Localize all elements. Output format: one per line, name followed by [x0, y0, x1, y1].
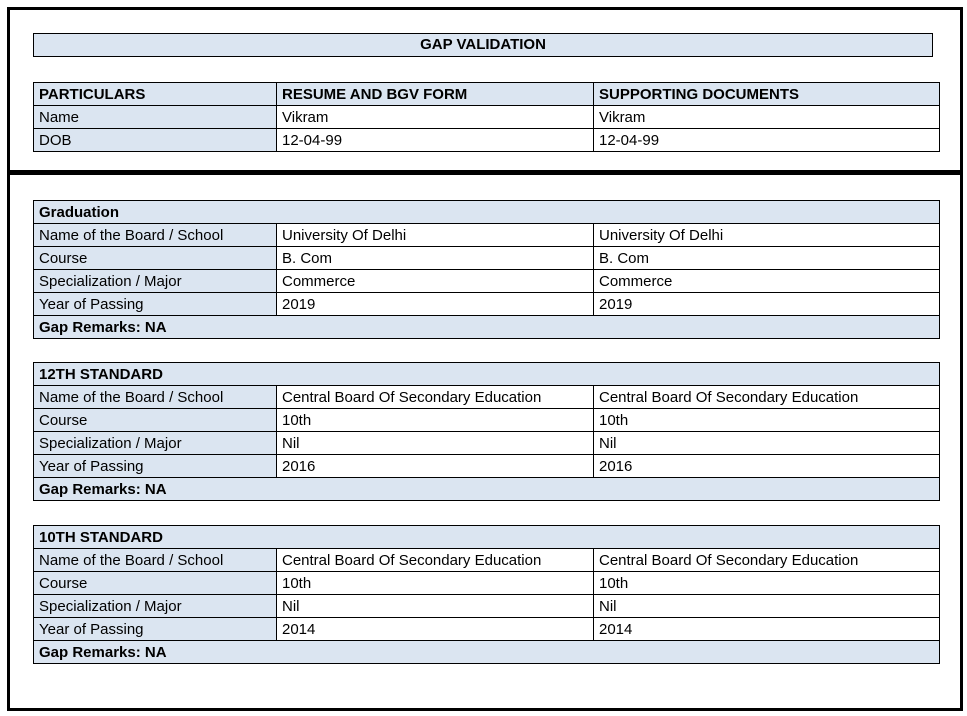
resume-value-cell: 2019	[276, 292, 594, 316]
education-section: Graduation Name of the Board / School Un…	[10, 200, 960, 664]
supporting-value-cell: Central Board Of Secondary Education	[593, 385, 940, 409]
table-row: Year of Passing 2016 2016	[33, 454, 940, 478]
resume-value-cell: Commerce	[276, 269, 594, 293]
resume-value-cell: Central Board Of Secondary Education	[276, 385, 594, 409]
resume-value-cell: 2014	[276, 617, 594, 641]
supporting-value-cell: University Of Delhi	[592, 223, 941, 247]
particulars-table: PARTICULARS RESUME AND BGV FORM SUPPORTI…	[33, 82, 940, 152]
table-row: Course 10th 10th	[33, 408, 940, 432]
row-label-cell: Specialization / Major	[33, 431, 277, 455]
resume-value-cell: University Of Delhi	[276, 223, 594, 247]
supporting-value-cell: 2019	[592, 292, 941, 316]
section-heading-cell: 10TH STANDARD	[33, 525, 940, 549]
supporting-value-cell: 12-04-99	[593, 128, 940, 152]
header-cell-resume-bgv: RESUME AND BGV FORM	[276, 82, 594, 106]
supporting-value-cell: 10th	[593, 571, 940, 595]
table-row: Year of Passing 2014 2014	[33, 617, 940, 641]
row-label-cell: Course	[33, 571, 277, 595]
table-header-row: PARTICULARS RESUME AND BGV FORM SUPPORTI…	[33, 82, 940, 106]
resume-value-cell: 2016	[276, 454, 594, 478]
row-label-cell: Course	[33, 408, 277, 432]
table-row: Specialization / Major Commerce Commerce	[33, 269, 941, 293]
gap-remarks-cell: Gap Remarks: NA	[33, 477, 940, 501]
row-label-cell: Name of the Board / School	[33, 385, 277, 409]
header-cell-supporting-docs: SUPPORTING DOCUMENTS	[593, 82, 940, 106]
resume-value-cell: Nil	[276, 594, 594, 618]
resume-value-cell: Vikram	[276, 105, 594, 129]
resume-value-cell: 10th	[276, 571, 594, 595]
table-row-name: Name Vikram Vikram	[33, 105, 940, 129]
table-row: Year of Passing 2019 2019	[33, 292, 941, 316]
gap-remarks-cell: Gap Remarks: NA	[33, 640, 940, 664]
table-row: Specialization / Major Nil Nil	[33, 594, 940, 618]
supporting-value-cell: 10th	[593, 408, 940, 432]
table-row-dob: DOB 12-04-99 12-04-99	[33, 128, 940, 152]
graduation-table: Graduation Name of the Board / School Un…	[32, 200, 941, 339]
row-label-cell: Year of Passing	[33, 617, 277, 641]
supporting-value-cell: Vikram	[593, 105, 940, 129]
row-label-cell: Name	[33, 105, 277, 129]
row-label-cell: Year of Passing	[33, 454, 277, 478]
supporting-value-cell: 2016	[593, 454, 940, 478]
gap-remarks-row: Gap Remarks: NA	[33, 640, 940, 664]
section-divider	[10, 170, 960, 175]
header-cell-particulars: PARTICULARS	[33, 82, 277, 106]
page-title: GAP VALIDATION	[33, 33, 933, 57]
row-label-cell: DOB	[33, 128, 277, 152]
page-border-box: GAP VALIDATION PARTICULARS RESUME AND BG…	[7, 7, 963, 711]
table-row: Course B. Com B. Com	[33, 246, 941, 270]
supporting-value-cell: 2014	[593, 617, 940, 641]
row-label-cell: Name of the Board / School	[33, 223, 277, 247]
table-row: Name of the Board / School Central Board…	[33, 548, 940, 572]
gap-remarks-row: Gap Remarks: NA	[33, 477, 940, 501]
supporting-value-cell: Commerce	[592, 269, 941, 293]
tenth-standard-table: 10TH STANDARD Name of the Board / School…	[33, 525, 940, 664]
row-label-cell: Year of Passing	[33, 292, 277, 316]
section-heading-cell: 12TH STANDARD	[33, 362, 940, 386]
resume-value-cell: 12-04-99	[276, 128, 594, 152]
gap-validation-section: GAP VALIDATION PARTICULARS RESUME AND BG…	[10, 33, 960, 152]
table-row: Name of the Board / School University Of…	[33, 223, 941, 247]
section-heading-row: 10TH STANDARD	[33, 525, 940, 549]
resume-value-cell: Nil	[276, 431, 594, 455]
supporting-value-cell: Central Board Of Secondary Education	[593, 548, 940, 572]
resume-value-cell: Central Board Of Secondary Education	[276, 548, 594, 572]
section-heading-cell: Graduation	[32, 200, 941, 224]
twelfth-standard-table: 12TH STANDARD Name of the Board / School…	[33, 362, 940, 501]
row-label-cell: Specialization / Major	[33, 594, 277, 618]
supporting-value-cell: Nil	[593, 594, 940, 618]
resume-value-cell: B. Com	[276, 246, 594, 270]
table-row: Name of the Board / School Central Board…	[33, 385, 940, 409]
resume-value-cell: 10th	[276, 408, 594, 432]
supporting-value-cell: Nil	[593, 431, 940, 455]
gap-remarks-cell: Gap Remarks: NA	[32, 315, 941, 339]
row-label-cell: Name of the Board / School	[33, 548, 277, 572]
section-heading-row: 12TH STANDARD	[33, 362, 940, 386]
supporting-value-cell: B. Com	[592, 246, 941, 270]
gap-remarks-row: Gap Remarks: NA	[32, 315, 941, 339]
row-label-cell: Specialization / Major	[33, 269, 277, 293]
table-row: Specialization / Major Nil Nil	[33, 431, 940, 455]
row-label-cell: Course	[33, 246, 277, 270]
table-row: Course 10th 10th	[33, 571, 940, 595]
section-heading-row: Graduation	[32, 200, 941, 224]
